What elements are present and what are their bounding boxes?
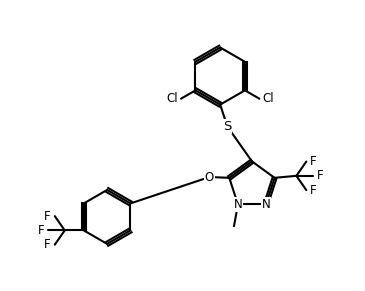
Text: F: F	[38, 224, 44, 237]
Text: N: N	[262, 198, 270, 211]
Text: F: F	[310, 184, 317, 197]
Text: S: S	[223, 120, 231, 133]
Text: O: O	[205, 171, 214, 184]
Text: N: N	[234, 198, 242, 211]
Text: Cl: Cl	[262, 92, 274, 105]
Text: F: F	[317, 169, 324, 182]
Text: F: F	[44, 210, 51, 223]
Text: Cl: Cl	[166, 92, 178, 105]
Text: F: F	[310, 155, 317, 168]
Text: F: F	[44, 238, 51, 251]
